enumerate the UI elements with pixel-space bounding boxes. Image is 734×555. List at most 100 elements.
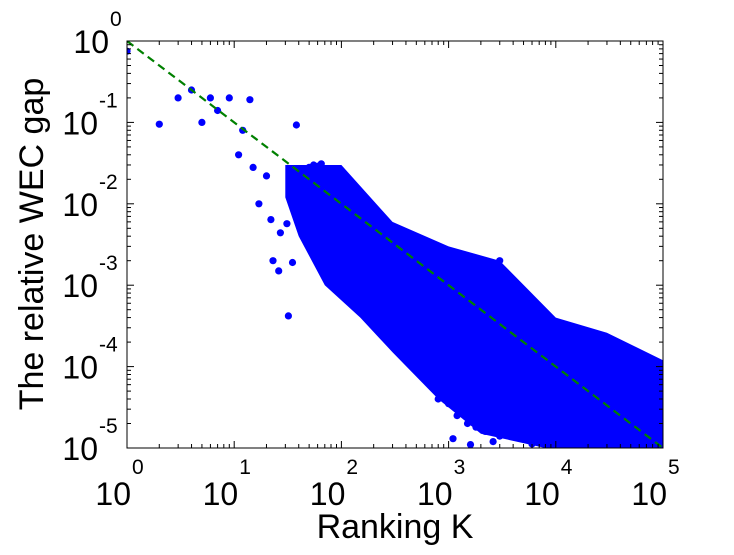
- svg-text:-3: -3: [99, 252, 118, 275]
- scatter-point-96: [603, 419, 611, 428]
- x-tick-label-3: 103: [417, 456, 465, 512]
- scatter-point-10: [235, 151, 243, 159]
- scatter-point-21: [292, 121, 300, 129]
- x-tick-label-5: 105: [631, 456, 679, 512]
- scatter-point-14: [267, 216, 275, 224]
- scatter-point-43: [353, 290, 361, 298]
- scatter-point-98: [642, 427, 651, 435]
- scatter-point-11: [249, 163, 257, 171]
- x-axis-label: Ranking K: [317, 508, 474, 546]
- scatter-point-79: [616, 363, 624, 371]
- scatter-point-0: [127, 47, 131, 55]
- scatter-point-95: [584, 416, 592, 424]
- scatter-point-1: [155, 120, 163, 128]
- scatter-point-35: [319, 262, 327, 270]
- y-tick-label-2: 10-2: [62, 171, 117, 223]
- svg-text:10: 10: [62, 431, 98, 467]
- scatter-point-13: [255, 200, 263, 208]
- svg-text:10: 10: [524, 476, 560, 512]
- scatter-point-45: [337, 285, 345, 293]
- scatter-cloud-fill: [285, 165, 663, 448]
- scatter-point-66: [487, 272, 495, 280]
- scatter-point-17: [269, 257, 277, 265]
- x-tick-label-0: 100: [95, 456, 143, 512]
- scatter-point-97: [627, 423, 635, 431]
- scatter-point-5: [206, 94, 214, 102]
- scatter-point-18: [275, 267, 283, 275]
- svg-text:10: 10: [62, 105, 98, 141]
- y-axis-label: The relative WEC gap: [13, 78, 51, 411]
- scatter-point-32: [315, 224, 323, 232]
- plot-frame: [126, 40, 664, 449]
- scatter-cloud: [285, 165, 663, 448]
- scatter-point-56: [453, 412, 461, 420]
- scatter-point-94: [571, 412, 579, 420]
- x-tick-label-4: 104: [524, 456, 573, 512]
- svg-text:10: 10: [62, 350, 98, 386]
- scatter-point-12: [262, 172, 271, 180]
- scatter-point-93: [552, 405, 560, 413]
- svg-text:-5: -5: [99, 415, 118, 438]
- svg-text:10: 10: [417, 476, 453, 512]
- scatter-point-55: [445, 400, 453, 408]
- svg-text:10: 10: [310, 476, 346, 512]
- scatter-point-85: [657, 391, 663, 399]
- svg-text:10: 10: [62, 187, 98, 223]
- svg-text:3: 3: [454, 456, 466, 479]
- svg-text:5: 5: [668, 456, 680, 479]
- scatter-point-70: [519, 294, 528, 302]
- scatter-point-36: [322, 275, 330, 283]
- scatter-point-28: [297, 203, 305, 212]
- scatter-point-52: [421, 363, 429, 371]
- svg-text:10: 10: [73, 24, 109, 60]
- scatter-point-41: [346, 272, 354, 280]
- scatter-point-54: [434, 395, 442, 403]
- scatter-point-68: [503, 275, 511, 283]
- y-tick-label-0: 100: [73, 8, 121, 60]
- fit-line: [127, 41, 663, 448]
- scatter-point-44: [359, 285, 367, 293]
- svg-text:10: 10: [631, 476, 667, 512]
- scatter-point-63: [496, 432, 504, 440]
- scatter-point-60: [466, 441, 475, 448]
- scatter-point-46: [365, 302, 373, 310]
- scatter-point-64: [463, 306, 472, 314]
- scatter-point-40: [342, 265, 350, 273]
- scatter-point-76: [584, 342, 592, 350]
- svg-text:-2: -2: [99, 171, 118, 194]
- svg-text:10: 10: [203, 476, 239, 512]
- scatter-point-38: [332, 260, 341, 268]
- scatter-point-51: [412, 363, 420, 371]
- scatter-point-59: [449, 435, 457, 443]
- scatter-point-65: [477, 289, 485, 297]
- scatter-point-62: [489, 438, 497, 446]
- scatter-point-92: [535, 419, 543, 428]
- scatter-point-9: [246, 96, 254, 104]
- svg-text:-1: -1: [99, 89, 118, 112]
- scatter-point-4: [198, 118, 206, 126]
- svg-text:10: 10: [95, 476, 131, 512]
- svg-text:-4: -4: [99, 334, 118, 357]
- y-tick-label-5: 10-5: [62, 415, 117, 467]
- scatter-point-69: [509, 281, 517, 289]
- data-points: [127, 47, 663, 448]
- scatter-point-37: [330, 249, 338, 257]
- scatter-point-39: [335, 253, 343, 261]
- scatter-point-15: [276, 229, 284, 237]
- scatter-point-88: [560, 440, 568, 448]
- axis-ticks: [126, 40, 664, 449]
- scatter-point-83: [649, 381, 657, 389]
- scatter-point-78: [603, 353, 611, 361]
- y-tick-label-4: 10-4: [62, 334, 118, 386]
- scatter-point-34: [327, 228, 335, 236]
- scatter-point-19: [288, 258, 297, 267]
- scatter-point-82: [642, 375, 651, 383]
- svg-text:1: 1: [239, 456, 251, 479]
- y-tick-label-1: 10-1: [62, 89, 117, 141]
- scatter-point-16: [283, 220, 291, 228]
- scatter-point-71: [528, 299, 536, 307]
- scatter-point-58: [472, 423, 480, 431]
- scatter-point-48: [380, 330, 388, 338]
